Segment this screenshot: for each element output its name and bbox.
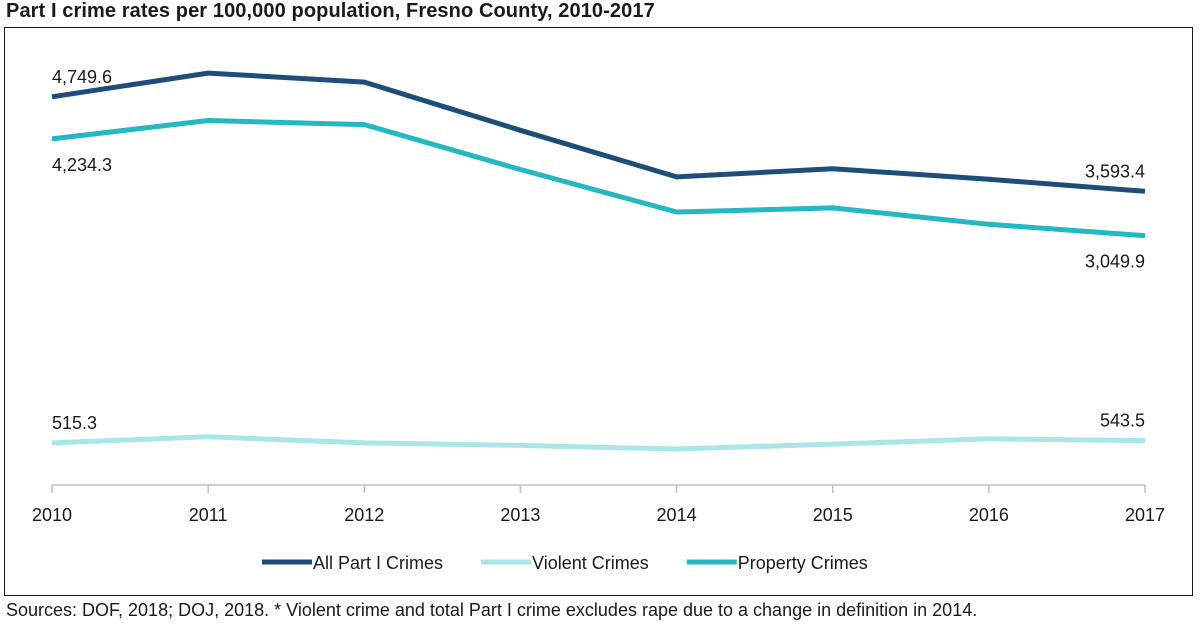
legend: All Part I Crimes Violent Crimes Property … [262,553,868,573]
x-tick-label: 2014 [657,505,697,525]
chart-frame [4,27,1193,596]
series-line-0 [51,70,1146,194]
series-lines [51,70,1146,452]
source-note: Sources: DOF, 2018; DOJ, 2018. * Violent… [6,600,978,620]
data-labels: 4,749.6 3,593.4 515.3 543.5 4,234.3 3,049.9 [52,67,1145,433]
data-label: 3,049.9 [1085,252,1145,272]
x-tick-label: 2012 [344,505,384,525]
chart-title: Part I crime rates per 100,000 populatio… [6,0,655,22]
x-tick-label: 2017 [1125,505,1165,525]
legend-label: Violent Crimes [532,553,649,573]
legend-label: Property Crimes [738,553,868,573]
x-tick-label: 2013 [500,505,540,525]
series-line-2 [51,118,1146,239]
x-axis: 2010 2011 2012 2013 2014 2015 2016 2017 [32,484,1165,525]
data-label: 3,593.4 [1085,161,1145,181]
x-tick-label: 2011 [189,505,228,525]
series-line-1 [51,434,1146,452]
data-label: 543.5 [1100,411,1145,431]
data-label: 515.3 [52,413,97,433]
x-tick-label: 2015 [813,505,853,525]
x-tick-label: 2010 [32,505,72,525]
data-label: 4,234.3 [52,155,112,175]
legend-label: All Part I Crimes [313,553,443,573]
x-tick-label: 2016 [969,505,1009,525]
data-label: 4,749.6 [52,67,112,87]
